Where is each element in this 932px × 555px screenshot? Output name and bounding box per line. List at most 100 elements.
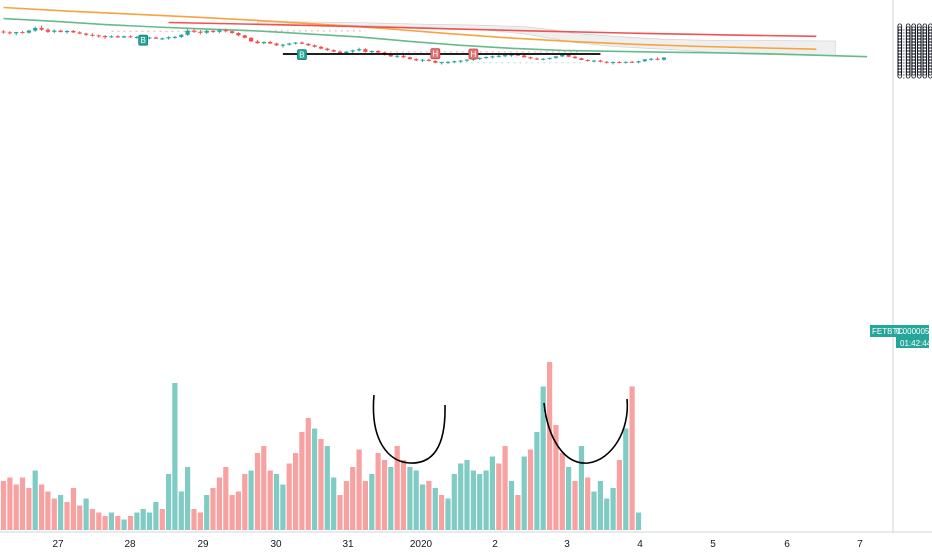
- candle: [84, 32, 89, 36]
- candle-body: [490, 56, 495, 58]
- volume-bar: [64, 502, 70, 530]
- volume-bar: [464, 460, 470, 530]
- volume-bar: [483, 470, 489, 530]
- candle: [661, 57, 666, 61]
- volume-bar: [591, 491, 597, 530]
- volume-bar: [39, 484, 45, 530]
- volume-bar: [83, 498, 89, 530]
- volume-bar: [502, 446, 508, 530]
- buy-marker: B: [138, 34, 149, 46]
- price-tick-label: 0.00000510: [897, 62, 932, 73]
- drawings: [282, 53, 629, 464]
- candle-body: [128, 36, 133, 38]
- volume-bar: [337, 495, 343, 530]
- price-axis[interactable]: 0.000004800.000004900.000005000.00000510…: [897, 23, 932, 82]
- candle: [287, 42, 292, 46]
- candle: [1, 30, 6, 34]
- volume-bar: [115, 516, 121, 530]
- volume-bar: [0, 481, 7, 530]
- candle-body: [611, 62, 616, 64]
- time-axis[interactable]: 27 28 29 30 31 2020 2 3 4 5 6 7: [52, 539, 863, 550]
- candle-body: [39, 27, 44, 30]
- time-tick-label: 30: [270, 539, 282, 550]
- candle: [414, 58, 419, 62]
- candle: [452, 60, 457, 63]
- volume-bar: [204, 495, 210, 530]
- candle: [363, 48, 368, 53]
- volume-bar: [439, 495, 445, 530]
- candle-body: [52, 30, 57, 32]
- candle: [236, 32, 241, 37]
- candle: [122, 35, 127, 39]
- candle: [369, 50, 374, 54]
- candle-body: [357, 49, 362, 51]
- volume-bar: [566, 467, 572, 530]
- candle: [636, 60, 641, 64]
- candle: [325, 47, 330, 51]
- candle: [458, 60, 463, 63]
- volume-bar: [286, 463, 292, 530]
- candle-body: [649, 58, 654, 60]
- candle-body: [560, 54, 565, 57]
- volume-bar: [521, 456, 527, 530]
- price-tick-label: 0.00000630: [897, 26, 932, 37]
- candle-body: [515, 54, 520, 56]
- volume-bar: [470, 470, 476, 530]
- candle: [553, 55, 558, 59]
- candle-body: [547, 57, 552, 59]
- last-price-label: 0.00000538: [896, 327, 932, 336]
- volume-bar: [185, 467, 191, 530]
- candle: [147, 36, 152, 40]
- time-tick-label: 7: [857, 539, 863, 550]
- candle: [496, 54, 501, 58]
- candle-body: [255, 41, 260, 44]
- candle-body: [280, 44, 285, 46]
- candle: [77, 31, 82, 35]
- candle: [198, 30, 203, 35]
- markers: B B H H: [138, 34, 479, 60]
- candle: [572, 55, 578, 59]
- candle-body: [147, 37, 152, 39]
- time-tick-label: 6: [784, 539, 790, 550]
- candle-body: [420, 59, 425, 61]
- candle: [52, 29, 57, 34]
- candle-body: [579, 58, 584, 60]
- candle-body: [337, 51, 343, 54]
- candle: [490, 55, 495, 59]
- candle-body: [407, 57, 412, 60]
- volume-bar: [26, 488, 32, 530]
- candle-body: [522, 55, 527, 58]
- volume-bar: [51, 498, 57, 530]
- volume-bar: [261, 446, 267, 530]
- candle-body: [7, 32, 12, 34]
- marker-box: [297, 49, 307, 60]
- candle-body: [496, 55, 501, 57]
- candle: [261, 41, 266, 45]
- candle: [630, 60, 635, 63]
- volume-bar: [629, 386, 635, 530]
- candle: [395, 55, 400, 58]
- volume-bar: [610, 488, 616, 530]
- time-tick-label: 28: [124, 539, 136, 550]
- candle-body: [369, 51, 374, 52]
- candle: [350, 49, 355, 54]
- volume-bar: [585, 477, 591, 530]
- candle-body: [230, 31, 235, 33]
- candle-body: [172, 36, 177, 38]
- volume-bar: [369, 474, 375, 530]
- ma-fast-line: [3, 17, 868, 58]
- volume-bar: [254, 453, 261, 530]
- candle-body: [585, 60, 590, 61]
- price-tick-label: 0.00000520: [897, 59, 932, 70]
- candle-body: [617, 62, 622, 64]
- candle: [401, 54, 406, 58]
- candle: [172, 35, 177, 39]
- candle-body: [636, 61, 641, 63]
- volume-bar: [19, 477, 26, 530]
- candle: [280, 43, 285, 48]
- candle: [585, 59, 590, 62]
- time-tick-label: 31: [342, 539, 354, 550]
